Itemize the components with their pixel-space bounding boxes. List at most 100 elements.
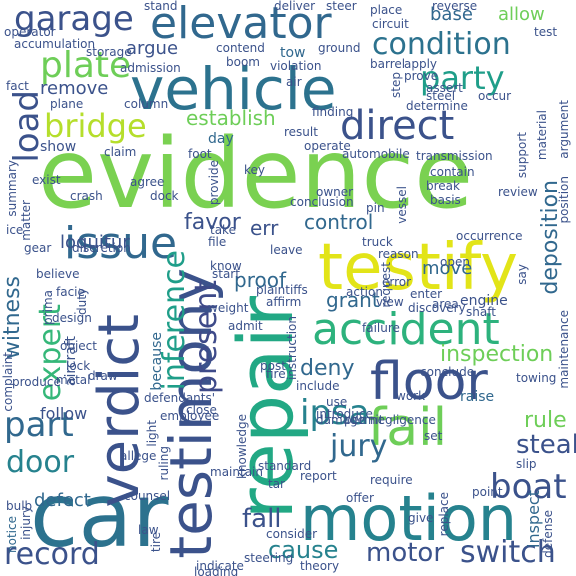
- word-ice: ice: [6, 223, 24, 237]
- word-set: set: [424, 429, 443, 443]
- word-transmission: transmission: [416, 149, 493, 163]
- word-start: start: [212, 267, 240, 281]
- word-result: result: [284, 125, 318, 139]
- word-floor: floor: [370, 352, 488, 412]
- word-column: column: [124, 97, 169, 111]
- word-negligence: negligence: [370, 413, 436, 427]
- word-fall: fall: [242, 504, 282, 534]
- word-favor: favor: [184, 210, 241, 235]
- word-plane: plane: [50, 97, 84, 111]
- word-motor: motor: [366, 538, 445, 568]
- word-conclude: conclude: [420, 365, 475, 379]
- word-injury: injury: [19, 506, 33, 540]
- word-show: show: [40, 139, 77, 155]
- word-verdict: verdict: [87, 314, 152, 508]
- word-consider: consider: [266, 527, 318, 541]
- word-know: know: [210, 259, 242, 273]
- word-issue: issue: [64, 218, 178, 269]
- word-break: break: [426, 179, 460, 193]
- word-defendants: defendants': [144, 391, 216, 405]
- word-steer: steer: [326, 0, 357, 13]
- word-open: open: [440, 255, 470, 269]
- word-file: file: [208, 235, 227, 249]
- word-post: post: [260, 359, 286, 373]
- word-offer: offer: [346, 491, 374, 505]
- word-boom: boom: [226, 55, 260, 69]
- word-tow: tow: [280, 45, 306, 61]
- word-include: include: [296, 379, 340, 393]
- word-accident: accident: [312, 304, 500, 355]
- word-switch: switch: [460, 535, 556, 570]
- word-standard: standard: [258, 459, 312, 473]
- word-fact: fact: [6, 79, 29, 93]
- word-loading: loading: [194, 565, 239, 576]
- word-discretion: discretion: [72, 241, 131, 255]
- word-view: view: [376, 295, 404, 309]
- word-prove: prove: [404, 69, 439, 83]
- word-occur: occur: [478, 89, 512, 103]
- word-direct: direct: [340, 103, 455, 149]
- word-summary: summary: [5, 160, 19, 217]
- word-err: err: [250, 216, 279, 240]
- word-foot: foot: [188, 147, 212, 161]
- word-loquitur: loquitur: [60, 232, 130, 253]
- word-tar: tar: [268, 477, 285, 491]
- word-dock: dock: [150, 189, 179, 203]
- word-fire: fire: [266, 367, 286, 381]
- word-notice: notice: [5, 516, 19, 553]
- word-position: position: [557, 176, 571, 224]
- word-plaintiffs: plaintiffs: [256, 283, 308, 297]
- word-bridge: bridge: [44, 107, 147, 145]
- word-law: law: [138, 523, 159, 537]
- word-motion: motion: [300, 482, 518, 555]
- word-use: use: [326, 395, 348, 409]
- word-fail: fail: [368, 398, 448, 458]
- word-deny: deny: [300, 356, 355, 381]
- word-circuit: circuit: [372, 17, 409, 31]
- word-design: design: [52, 311, 92, 325]
- word-allege: allege: [120, 449, 157, 463]
- word-counsel: counsel: [124, 489, 171, 503]
- word-affirm: affirm: [266, 295, 302, 309]
- word-steering: steering: [244, 551, 294, 565]
- word-determine: determine: [406, 99, 468, 113]
- word-place: place: [370, 3, 403, 17]
- word-plate: plate: [40, 45, 132, 86]
- word-owner: owner: [316, 185, 354, 199]
- word-employee: employee: [160, 409, 220, 423]
- word-shaft: shaft: [466, 305, 496, 319]
- word-support: support: [515, 132, 529, 179]
- word-present: present: [189, 280, 224, 395]
- word-action: action: [346, 285, 383, 299]
- word-point: point: [472, 485, 503, 499]
- word-violation: violation: [270, 59, 322, 73]
- word-assert: assert: [426, 81, 463, 95]
- word-basis: basis: [430, 193, 461, 207]
- word-conclusion: conclusion: [290, 195, 354, 209]
- word-exist: exist: [32, 173, 61, 187]
- word-jury: jury: [330, 429, 388, 464]
- word-steal: steal: [516, 430, 576, 460]
- word-provide: provide: [207, 160, 221, 206]
- word-object: object: [60, 339, 97, 353]
- word-close: close: [186, 403, 217, 417]
- word-boat: boat: [490, 467, 567, 507]
- word-pin: pin: [366, 201, 385, 215]
- word-theory: theory: [300, 559, 340, 573]
- word-stand: stand: [144, 0, 178, 13]
- word-report: report: [300, 469, 337, 483]
- word-instruction: instruction: [285, 316, 299, 381]
- word-rule: rule: [524, 408, 567, 433]
- word-leave: leave: [270, 243, 303, 257]
- word-contain: contain: [430, 165, 475, 179]
- word-operator: operator: [4, 25, 56, 39]
- word-follow: follow: [40, 404, 88, 423]
- word-cause: cause: [268, 536, 339, 564]
- word-raise: raise: [460, 389, 495, 405]
- word-ruling: ruling: [157, 446, 171, 481]
- word-give: give: [408, 511, 434, 525]
- word-control: control: [304, 210, 374, 234]
- word-material: material: [535, 110, 549, 161]
- word-vehicle: vehicle: [130, 55, 337, 123]
